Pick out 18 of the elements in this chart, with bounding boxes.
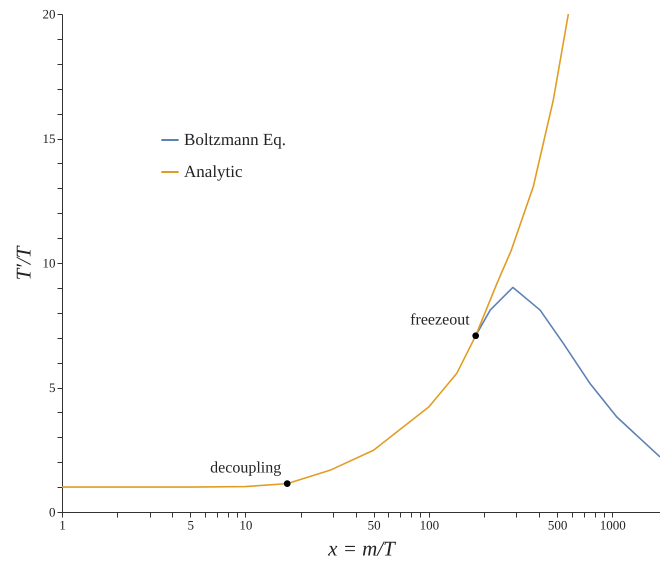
- legend-label: Boltzmann Eq.: [184, 130, 286, 149]
- x-tick-label: 1: [59, 518, 66, 532]
- y-tick-label: 15: [42, 131, 56, 146]
- x-axis-title: x = m/T: [327, 536, 396, 560]
- y-axis-title: T′/T: [12, 245, 36, 280]
- x-tick-label: 5: [187, 518, 194, 532]
- x-tick-label: 500: [548, 518, 568, 532]
- annotation: freezeout: [410, 312, 470, 329]
- legend-label: Analytic: [184, 162, 243, 181]
- y-tick-label: 0: [49, 504, 56, 520]
- x-tick-label: 100: [420, 518, 440, 532]
- annotation: decoupling: [210, 460, 282, 477]
- y-tick-label: 10: [42, 256, 56, 270]
- x-tick-label: 50: [368, 518, 381, 532]
- y-tick-label: 5: [49, 380, 56, 395]
- x-tick-label: 1000: [600, 518, 626, 532]
- x-tick-label: 10: [239, 518, 252, 532]
- y-tick-label: 20: [42, 6, 56, 22]
